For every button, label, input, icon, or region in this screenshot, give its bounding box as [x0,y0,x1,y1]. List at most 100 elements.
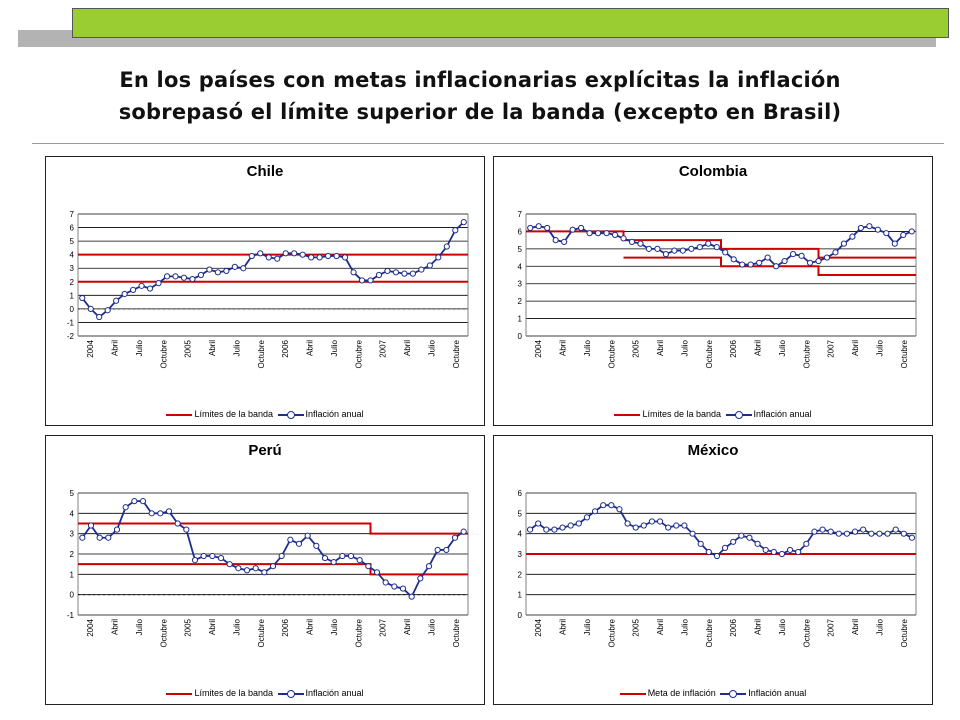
x-tick-label: Abril [208,340,217,356]
data-point [803,540,810,547]
legend-marker-line-icon [277,410,304,419]
x-tick-label: Octubre [159,618,168,647]
x-tick-label: Julio [330,339,339,356]
data-point [681,522,688,529]
x-tick-label: Abril [306,340,315,356]
data-point [148,510,155,517]
data-point [113,297,120,304]
data-point [713,552,721,560]
x-tick-label: 2004 [86,618,95,636]
x-tick-label: 2007 [827,339,836,357]
data-point [399,585,407,592]
chart-panel-chile: Chile -2 -1 0 1 2 3 4 5 6 7 2004 Abril Julio Octubre 2… [45,156,485,426]
chart-plot: 0 1 2 3 4 5 6 2004 Abril Julio Octubre 2005 Abril Jul… [518,489,917,647]
legend-label: Límites de la banda [194,688,273,698]
band-line [78,563,468,576]
data-point [754,540,761,547]
data-point [295,540,303,547]
data-point [739,261,746,268]
data-point [851,528,859,535]
data-point [122,504,129,511]
data-point [138,282,145,289]
data-point [96,534,103,541]
data-point [544,224,551,232]
x-tick-label: 2007 [379,618,388,636]
x-tick-label: 2004 [534,339,543,357]
y-tick-label: 1 [70,570,75,579]
data-point [235,565,242,572]
data-point [146,285,154,292]
x-tick-label: Julio [583,618,592,635]
y-tick-label: 5 [70,237,75,246]
chart-panel-mexico: México 0 1 2 3 4 5 6 2004 Abril Julio Octubre 2005 A… [493,435,933,705]
slide-title-line-1: En los países con metas inflacionarias e… [119,68,841,92]
data-point [640,522,647,529]
data-point [443,546,450,554]
data-point [382,579,389,586]
legend-item-target: Meta de inflación [619,688,716,698]
legend-label: Inflación anual [753,409,812,419]
y-tick-label: 6 [518,227,523,236]
x-tick-label: Julio [680,618,689,635]
data-point [373,569,381,576]
legend-item-band: Límites de la banda [166,409,273,419]
x-tick-label: Abril [111,619,120,635]
legend-line-icon [166,411,193,419]
data-point [535,223,542,230]
data-point [778,550,786,558]
data-point [191,557,199,564]
data-point [435,254,442,261]
x-tick-label: Julio [875,618,884,635]
data-point [600,502,607,509]
data-point [87,305,94,312]
x-tick-label: Julio [875,339,884,356]
data-point [827,528,834,535]
y-tick-label: 7 [70,210,75,219]
data-point [269,563,277,570]
data-point [876,530,883,537]
data-point [648,518,656,525]
data-point [434,546,441,554]
data-point [139,498,147,505]
data-point [299,251,306,258]
data-point [561,238,568,245]
chart-panel-colombia: Colombia 0 1 2 3 4 5 6 7 2004 Abril Julio Octubre 20… [493,156,933,426]
data-point [261,569,268,576]
data-point [628,238,636,245]
x-tick-label: 2006 [281,339,290,357]
data-point [418,266,425,273]
x-tick-label: Julio [778,618,787,635]
x-tick-label: 2006 [281,618,290,636]
x-tick-label: Octubre [802,618,811,647]
data-point [313,542,320,549]
x-tick-label: Octubre [900,618,909,647]
data-point [567,522,574,529]
x-tick-label: Julio [427,339,436,356]
data-point [730,538,737,545]
y-tick-label: 3 [518,280,523,289]
data-point [183,526,190,533]
legend-marker-line-icon [720,689,747,698]
chart-title: Perú [248,442,282,459]
x-tick-label: Octubre [705,618,714,647]
data-point [174,520,181,527]
x-tick-label: Abril [208,619,217,635]
data-point [223,267,230,275]
legend-item-inflation: Inflación anual [277,409,364,419]
header-bar-green [72,8,949,38]
legend-line-icon [614,411,641,419]
inflation-line [530,225,913,268]
data-point [795,548,802,556]
data-point [662,250,669,258]
slide-title-line-2: sobrepasó el límite superior de la banda… [118,100,842,124]
data-point [365,563,372,570]
x-tick-label: Julio [680,339,689,356]
x-tick-label: 2005 [184,339,193,357]
x-tick-label: Abril [111,340,120,356]
data-point [908,228,915,235]
data-point [689,530,696,537]
y-tick-label: 2 [70,278,75,287]
data-point [747,261,754,268]
x-tick-label: Octubre [257,339,266,368]
y-tick-label: 4 [518,530,523,539]
